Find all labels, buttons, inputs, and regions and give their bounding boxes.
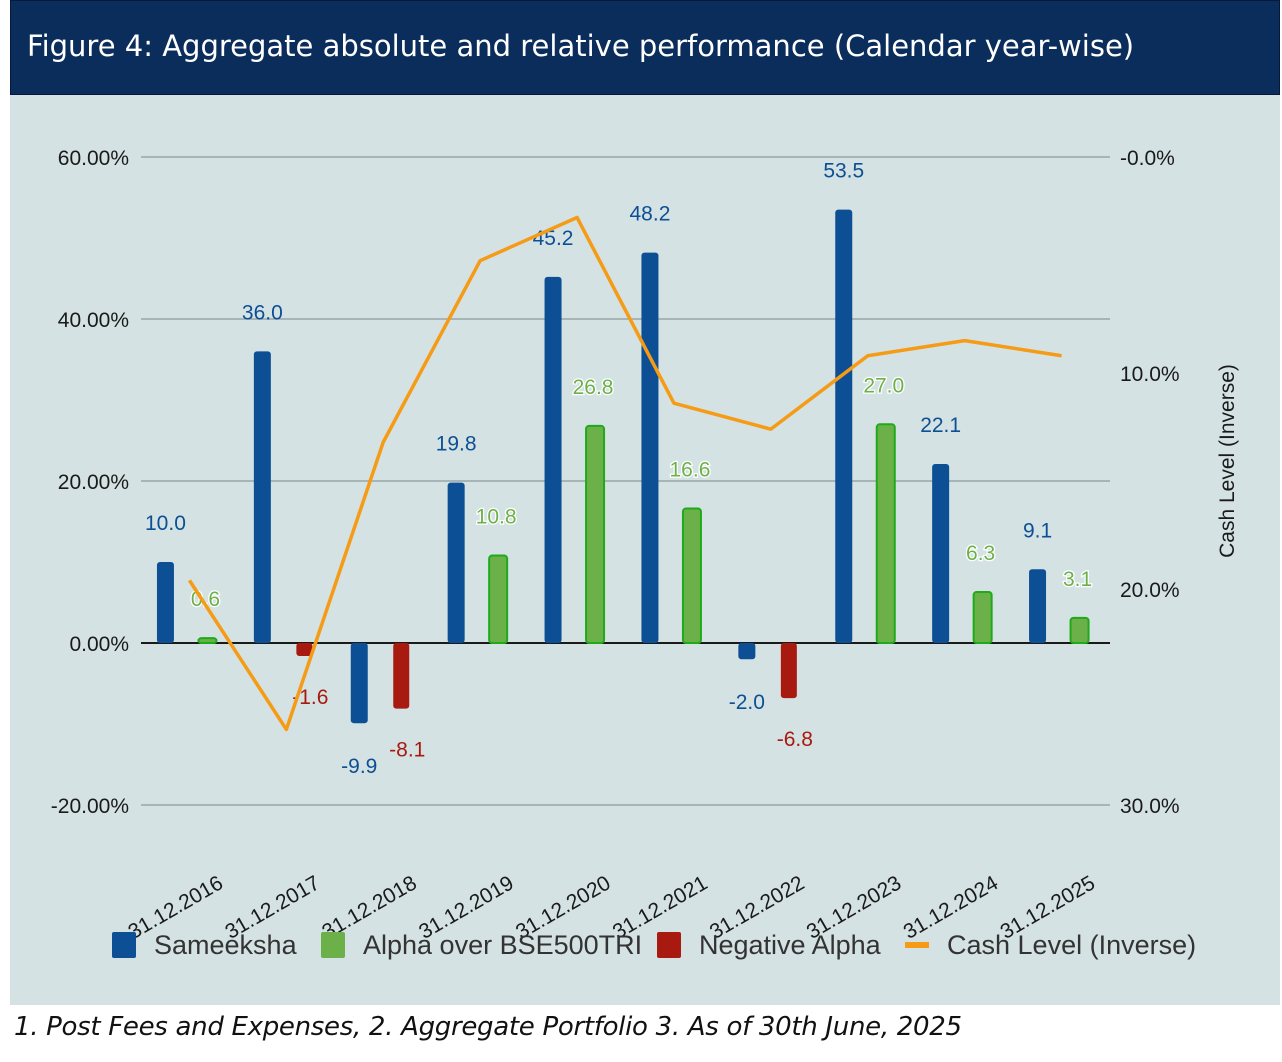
- negative-alpha-bar: [296, 643, 313, 656]
- alpha-bar: [197, 637, 218, 645]
- sameeksha-data-label: 19.8: [436, 433, 477, 456]
- legend-swatch: [321, 932, 345, 958]
- sameeksha-bar: [447, 482, 465, 643]
- alpha-data-label: 3.1: [1063, 568, 1092, 591]
- y-right-axis-label: Cash Level (Inverse): [1216, 364, 1239, 558]
- y-left-tick-label: 40.00%: [58, 309, 129, 332]
- sameeksha-bar: [350, 643, 368, 724]
- sameeksha-data-label: 22.1: [920, 414, 961, 437]
- negative-alpha-bar: [780, 643, 797, 699]
- sameeksha-bar: [544, 276, 562, 643]
- cash-level-line: [187, 215, 1062, 732]
- negative-alpha-data-label: -1.6: [292, 686, 328, 709]
- alpha-data-label: 26.8: [573, 376, 614, 399]
- figure-title: Figure 4: Aggregate absolute and relativ…: [27, 29, 1135, 63]
- y-left-tick-label: -20.00%: [51, 795, 129, 818]
- sameeksha-bar: [835, 209, 853, 643]
- sameeksha-bar: [253, 351, 271, 643]
- alpha-bar: [681, 507, 702, 645]
- alpha-bar: [1069, 616, 1090, 645]
- alpha-bar: [972, 590, 993, 644]
- sameeksha-data-label: 9.1: [1023, 519, 1052, 542]
- sameeksha-data-label: 53.5: [823, 160, 864, 183]
- alpha-data-label: 27.0: [863, 374, 904, 397]
- alpha-bar: [488, 554, 509, 644]
- alpha-data-label: 16.6: [670, 459, 711, 482]
- negative-alpha-data-label: -6.8: [777, 728, 813, 751]
- performance-chart: 60.00% 40.00% 20.00% 0.00% -20.00% -0.0% 10.0%…: [51, 147, 1239, 960]
- sameeksha-bar: [738, 643, 756, 660]
- sameeksha-data-label: 36.0: [242, 301, 283, 324]
- negative-alpha-data-label: -8.1: [389, 739, 425, 762]
- sameeksha-bar: [641, 252, 659, 643]
- y-right-tick-label: 30.0%: [1120, 795, 1180, 818]
- footnote: 1. Post Fees and Expenses, 2. Aggregate …: [14, 1012, 962, 1042]
- y-right-tick-label: 10.0%: [1120, 363, 1180, 386]
- legend-label: Cash Level (Inverse): [947, 930, 1196, 960]
- alpha-data-label: 6.3: [966, 542, 995, 565]
- sameeksha-bar: [932, 463, 950, 643]
- chart-area: 60.00% 40.00% 20.00% 0.00% -20.00% -0.0% 10.0%…: [10, 95, 1280, 1005]
- sameeksha-data-label: -9.9: [341, 755, 377, 778]
- legend-label: Negative Alpha: [699, 930, 882, 960]
- y-left-tick-label: 60.00%: [58, 147, 129, 170]
- sameeksha-bar: [1029, 569, 1047, 643]
- alpha-bar: [585, 424, 606, 645]
- legend-label: Sameeksha: [154, 930, 298, 960]
- y-left-tick-label: 0.00%: [69, 633, 129, 656]
- sameeksha-bar: [156, 562, 174, 643]
- sameeksha-data-label: 10.0: [145, 512, 186, 535]
- legend-label: Alpha over BSE500TRI: [363, 930, 642, 960]
- sameeksha-data-label: -2.0: [729, 691, 765, 714]
- legend-swatch-cash: [905, 942, 929, 948]
- title-bar: Figure 4: Aggregate absolute and relativ…: [10, 0, 1280, 95]
- legend-swatch: [112, 932, 136, 958]
- sameeksha-data-label: 48.2: [630, 203, 671, 226]
- y-right-tick-label: -0.0%: [1120, 147, 1175, 170]
- legend-swatch: [657, 932, 681, 958]
- y-left-tick-label: 20.00%: [58, 471, 129, 494]
- sameeksha-data-label: 45.2: [533, 227, 574, 250]
- alpha-data-label: 10.8: [476, 506, 517, 529]
- alpha-bar: [875, 423, 896, 644]
- negative-alpha-bar: [393, 643, 410, 709]
- y-right-tick-label: 20.0%: [1120, 579, 1180, 602]
